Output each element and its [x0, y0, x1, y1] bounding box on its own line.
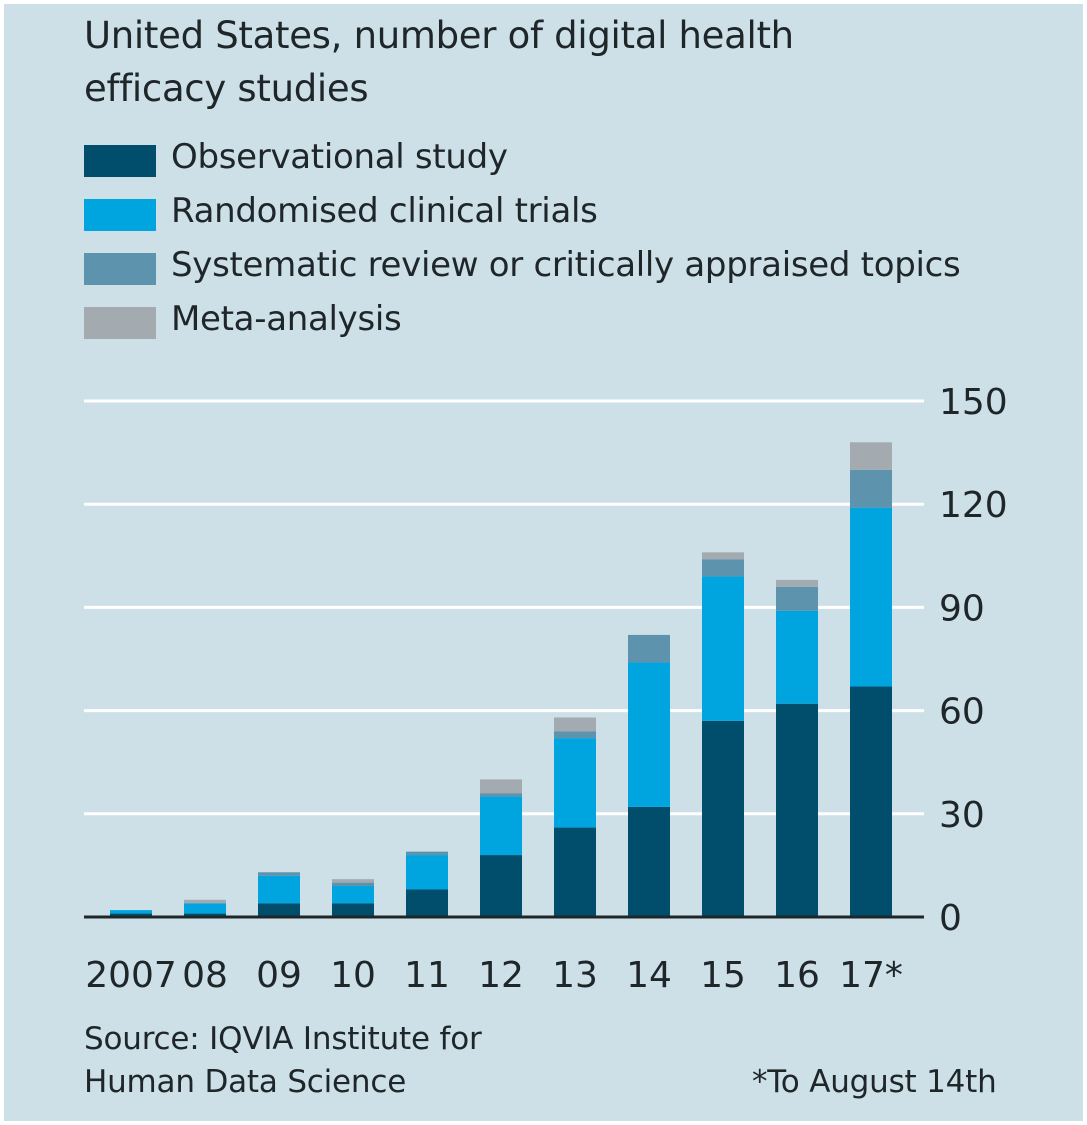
x-tick-label: 14: [626, 955, 672, 996]
legend-swatch-randomised: [84, 199, 156, 231]
y-tick-label: 120: [939, 485, 1008, 526]
bar-segment-systematic-review-or-critically-appraised-topics: [850, 469, 892, 508]
bar-segment-observational-study: [480, 855, 522, 917]
bar-segment-meta-analysis: [850, 442, 892, 470]
x-tick-label: 2007: [85, 955, 177, 996]
bar-segment-observational-study: [776, 703, 818, 917]
bar-segment-randomised-clinical-trials: [184, 903, 226, 914]
x-tick-label: 11: [404, 955, 450, 996]
bar-segment-observational-study: [332, 903, 374, 917]
bar-segment-meta-analysis: [554, 717, 596, 732]
x-tick-label: 12: [478, 955, 524, 996]
x-tick-label: 17*: [839, 955, 903, 996]
x-tick-label: 10: [330, 955, 376, 996]
source-line-1: Source: IQVIA Institute for: [84, 1021, 482, 1057]
bar-segment-meta-analysis: [480, 779, 522, 794]
bar-segment-meta-analysis: [332, 879, 374, 883]
bar-segment-systematic-review-or-critically-appraised-topics: [554, 731, 596, 739]
bar-segment-randomised-clinical-trials: [406, 855, 448, 890]
legend-label-observational: Observational study: [171, 137, 508, 177]
bar-segment-randomised-clinical-trials: [332, 886, 374, 904]
bar-segment-systematic-review-or-critically-appraised-topics: [406, 851, 448, 856]
legend-swatch-meta-analysis: [84, 307, 156, 339]
bar-segment-randomised-clinical-trials: [850, 507, 892, 687]
bar-segment-randomised-clinical-trials: [110, 910, 152, 914]
bar-segment-systematic-review-or-critically-appraised-topics: [776, 586, 818, 611]
bar-segment-meta-analysis: [702, 552, 744, 560]
x-tick-label: 15: [700, 955, 746, 996]
bar-segment-observational-study: [628, 806, 670, 917]
bar-segment-systematic-review-or-critically-appraised-topics: [258, 872, 300, 876]
bar-segment-randomised-clinical-trials: [554, 738, 596, 828]
bar-segment-observational-study: [110, 913, 152, 917]
chart-title-line-1: United States, number of digital health: [84, 14, 794, 57]
chart-panel: United States, number of digital health …: [4, 4, 1083, 1121]
y-tick-label: 60: [939, 692, 985, 733]
stacked-bar-chart: 0 30 60 90 120 150 2007 08 09 10 11 12 13 14 15 16 17*: [84, 382, 1008, 996]
bar-segment-meta-analysis: [184, 899, 226, 904]
bar-segment-systematic-review-or-critically-appraised-topics: [702, 559, 744, 577]
bar-segment-meta-analysis: [776, 579, 818, 587]
bar-segment-randomised-clinical-trials: [480, 796, 522, 856]
bar-segment-observational-study: [406, 889, 448, 917]
bar-segment-observational-study: [702, 720, 744, 917]
bar-segment-randomised-clinical-trials: [776, 610, 818, 704]
y-tick-label: 0: [939, 898, 962, 939]
x-tick-label: 13: [552, 955, 598, 996]
y-tick-label: 90: [939, 588, 985, 629]
legend-label-randomised: Randomised clinical trials: [171, 191, 598, 231]
source-line-2: Human Data Science: [84, 1064, 407, 1100]
x-tick-label: 16: [774, 955, 820, 996]
legend-label-meta-analysis: Meta-analysis: [171, 299, 402, 339]
chart-title-line-2: efficacy studies: [84, 67, 369, 110]
legend-label-systematic-review: Systematic review or critically appraise…: [171, 245, 961, 285]
legend-swatch-systematic-review: [84, 253, 156, 285]
y-tick-label: 30: [939, 795, 985, 836]
bar-segment-systematic-review-or-critically-appraised-topics: [628, 634, 670, 663]
bar-segment-randomised-clinical-trials: [628, 662, 670, 807]
x-tick-label: 08: [182, 955, 228, 996]
x-tick-label: 09: [256, 955, 302, 996]
bar-segment-observational-study: [258, 903, 300, 917]
legend-swatch-observational: [84, 145, 156, 177]
footnote: *To August 14th: [752, 1064, 997, 1100]
bar-segment-systematic-review-or-critically-appraised-topics: [332, 882, 374, 887]
y-tick-label: 150: [939, 382, 1008, 423]
bar-segment-observational-study: [850, 686, 892, 917]
bar-segment-randomised-clinical-trials: [258, 875, 300, 904]
bar-segment-randomised-clinical-trials: [702, 576, 744, 721]
bar-segment-observational-study: [184, 913, 226, 917]
bar-segment-systematic-review-or-critically-appraised-topics: [480, 793, 522, 797]
bar-segment-observational-study: [554, 827, 596, 917]
